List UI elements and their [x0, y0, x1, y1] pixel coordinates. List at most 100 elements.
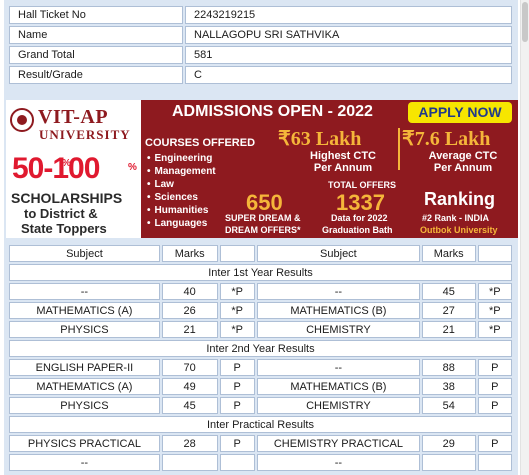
table-row: MATHEMATICS (A) 26 *P MATHEMATICS (B) 27… — [9, 302, 512, 319]
subject-cell: MATHEMATICS (B) — [256, 378, 420, 395]
column-header-subject: Subject — [9, 245, 160, 262]
status-cell: *P — [219, 321, 255, 338]
marks-cell: 26 — [161, 302, 218, 319]
section-title: Inter 1st Year Results — [9, 264, 512, 281]
status-cell: P — [219, 359, 255, 376]
ad-total-offers-count: 1337 — [336, 190, 385, 215]
ad-dream-offers-count: 650 — [246, 190, 283, 215]
subject-cell: PHYSICS — [9, 321, 160, 338]
university-seal-icon — [10, 108, 34, 132]
status-cell: P — [477, 378, 512, 395]
ad-offers-label2: Graduation Bath — [322, 225, 393, 235]
subject-cell: -- — [256, 283, 420, 300]
ad-course-item: Engineering — [147, 153, 213, 164]
hall-ticket-label: Hall Ticket No — [9, 6, 183, 24]
status-cell: P — [477, 397, 512, 414]
status-cell: P — [219, 397, 255, 414]
vit-ap-advertisement-banner[interactable]: VIT-AP UNIVERSITY 50-100 % % SCHOLARSHIP… — [6, 100, 518, 238]
status-cell — [219, 454, 255, 471]
ad-course-item: Law — [147, 179, 174, 190]
subject-cell: -- — [256, 454, 420, 471]
result-grade-label: Result/Grade — [9, 66, 183, 84]
status-cell: P — [477, 359, 512, 376]
status-cell: *P — [219, 302, 255, 319]
section-title: Inter Practical Results — [9, 416, 512, 433]
subject-cell: CHEMISTRY PRACTICAL — [256, 435, 420, 452]
marks-cell: 21 — [161, 321, 218, 338]
ad-offers-label1: Data for 2022 — [331, 213, 388, 223]
ad-average-ctc-label: Average CTC — [428, 150, 498, 162]
ad-divider — [398, 128, 400, 170]
ad-courses-title: COURSES OFFERED — [145, 137, 256, 149]
ad-admissions-open: ADMISSIONS OPEN - 2022 — [172, 103, 373, 120]
marks-cell: 88 — [421, 359, 476, 376]
marks-cell: 49 — [161, 378, 218, 395]
section-title-row: Inter 1st Year Results — [9, 264, 512, 281]
grand-total-label: Grand Total — [9, 46, 183, 64]
ad-dream-label1: SUPER DREAM & — [225, 213, 301, 223]
status-cell: *P — [477, 283, 512, 300]
marks-cell: 38 — [421, 378, 476, 395]
table-row: -- -- — [9, 454, 512, 471]
info-row-hall-ticket: Hall Ticket No 2243219215 — [9, 6, 512, 24]
marks-cell — [161, 454, 218, 471]
vertical-scrollbar[interactable] — [520, 0, 529, 475]
status-cell: *P — [219, 283, 255, 300]
column-header-marks: Marks — [421, 245, 476, 262]
marks-table: Subject Marks Subject Marks Inter 1st Ye… — [7, 243, 514, 473]
subject-cell: -- — [256, 359, 420, 376]
ad-toppers-line2: State Toppers — [21, 221, 107, 236]
status-cell — [477, 454, 512, 471]
marks-cell: 45 — [421, 283, 476, 300]
subject-cell: -- — [9, 454, 160, 471]
ad-rank-outlook: Outbok University — [420, 225, 498, 235]
section-title-row: Inter 2nd Year Results — [9, 340, 512, 357]
status-cell: P — [219, 378, 255, 395]
status-cell: *P — [477, 321, 512, 338]
marks-cell: 40 — [161, 283, 218, 300]
name-value: NALLAGOPU SRI SATHVIKA — [185, 26, 512, 44]
subject-cell: PHYSICS PRACTICAL — [9, 435, 160, 452]
ad-course-item: Sciences — [147, 192, 198, 203]
ad-ranking-title: Ranking — [424, 189, 496, 209]
ad-course-item: Languages — [147, 218, 208, 229]
ad-university: UNIVERSITY — [39, 127, 131, 142]
ad-scholarship-range: 50-100 — [12, 152, 100, 185]
subject-cell: MATHEMATICS (B) — [256, 302, 420, 319]
table-row: MATHEMATICS (A) 49 P MATHEMATICS (B) 38 … — [9, 378, 512, 395]
subject-cell: MATHEMATICS (A) — [9, 302, 160, 319]
ad-course-item: Management — [147, 166, 216, 177]
subject-cell: -- — [9, 283, 160, 300]
marks-cell: 21 — [421, 321, 476, 338]
ad-rank-india: #2 Rank - INDIA — [422, 213, 490, 223]
apply-now-button[interactable]: APPLY NOW — [408, 102, 512, 123]
marks-cell: 29 — [421, 435, 476, 452]
ad-percent-sign: % — [62, 158, 71, 169]
marks-cell: 27 — [421, 302, 476, 319]
subject-cell: ENGLISH PAPER-II — [9, 359, 160, 376]
ad-highest-ctc-label: Highest CTC — [310, 150, 376, 162]
hall-ticket-value: 2243219215 — [185, 6, 512, 24]
marks-cell: 70 — [161, 359, 218, 376]
ad-course-item: Humanities — [147, 205, 209, 216]
table-row: -- 40 *P -- 45 *P — [9, 283, 512, 300]
section-title-row: Inter Practical Results — [9, 416, 512, 433]
ad-toppers-line1: to District & — [24, 206, 98, 221]
marks-cell: 54 — [421, 397, 476, 414]
subject-cell: CHEMISTRY — [256, 397, 420, 414]
table-row: PHYSICS 21 *P CHEMISTRY 21 *P — [9, 321, 512, 338]
column-header-status — [219, 245, 255, 262]
ad-left-panel: VIT-AP UNIVERSITY 50-100 % % SCHOLARSHIP… — [6, 100, 141, 238]
ad-dream-label2: DREAM OFFERS* — [225, 225, 301, 235]
grand-total-value: 581 — [185, 46, 512, 64]
result-grade-value: C — [185, 66, 512, 84]
marks-cell: 45 — [161, 397, 218, 414]
status-cell: *P — [477, 302, 512, 319]
ad-highest-ctc: ₹63 Lakh — [278, 128, 362, 150]
info-row-name: Name NALLAGOPU SRI SATHVIKA — [9, 26, 512, 44]
ad-average-ctc: ₹7.6 Lakh — [402, 128, 491, 150]
marks-cell — [421, 454, 476, 471]
scrollbar-thumb[interactable] — [522, 2, 528, 42]
info-row-result: Result/Grade C — [9, 66, 512, 84]
student-info-table: Hall Ticket No 2243219215 Name NALLAGOPU… — [7, 4, 514, 86]
